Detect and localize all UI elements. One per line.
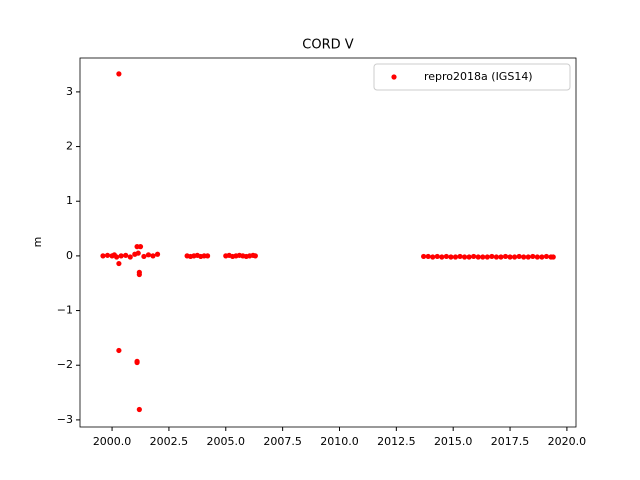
point <box>421 253 427 260</box>
point <box>439 254 445 260</box>
point <box>498 254 504 260</box>
point <box>511 254 518 260</box>
point <box>150 253 156 259</box>
point <box>252 253 258 259</box>
point <box>489 253 495 260</box>
point <box>145 252 152 258</box>
point <box>136 271 142 278</box>
point <box>137 244 144 250</box>
point <box>448 254 454 260</box>
point <box>516 253 522 260</box>
x-tick-label: 2005.0 <box>207 435 246 448</box>
point <box>493 254 500 260</box>
point <box>480 254 486 260</box>
legend-marker <box>391 74 397 80</box>
point <box>461 254 468 260</box>
point <box>543 253 550 260</box>
point <box>466 254 472 260</box>
x-tick-label: 2012.5 <box>377 435 416 448</box>
x-tick-label: 2015.0 <box>434 435 473 448</box>
point <box>430 254 436 260</box>
point <box>116 260 122 267</box>
point <box>123 252 129 258</box>
point <box>100 253 106 259</box>
point <box>116 71 122 77</box>
y-tick-label: −1 <box>57 304 73 317</box>
point <box>457 253 463 260</box>
point <box>136 406 142 413</box>
point <box>127 254 133 260</box>
point <box>135 250 141 256</box>
point <box>204 253 211 259</box>
point <box>425 253 431 260</box>
chart-title: CORD V <box>302 38 353 53</box>
x-tick-label: 2002.5 <box>150 435 189 448</box>
point <box>116 347 122 354</box>
plot-frame <box>79 57 577 428</box>
point <box>521 254 527 260</box>
point <box>134 359 140 366</box>
point <box>471 253 477 260</box>
point <box>507 254 513 260</box>
point <box>525 254 531 260</box>
point <box>141 253 147 260</box>
point <box>484 254 490 260</box>
point <box>443 253 449 260</box>
point <box>118 253 124 259</box>
point <box>114 254 120 260</box>
point <box>475 254 481 260</box>
point <box>502 253 509 260</box>
x-tick-label: 2017.5 <box>491 435 530 448</box>
y-tick-label: 2 <box>66 140 73 153</box>
point <box>550 254 556 260</box>
y-tick-label: −3 <box>57 413 73 426</box>
legend-label: repro2018a (IGS14) <box>424 70 533 83</box>
y-tick-label: 1 <box>66 194 73 207</box>
point <box>530 253 536 260</box>
point <box>434 253 440 260</box>
x-tick-label: 2000.0 <box>93 435 132 448</box>
legend-box <box>373 63 571 91</box>
x-tick-label: 2010.0 <box>320 435 359 448</box>
y-axis-label: m <box>31 237 44 248</box>
point <box>154 251 161 257</box>
y-tick-label: 0 <box>66 249 73 262</box>
y-tick-label: −2 <box>57 358 73 371</box>
x-tick-label: 2007.5 <box>263 435 302 448</box>
y-tick-label: 3 <box>66 85 73 98</box>
point <box>539 254 545 260</box>
point <box>452 254 459 260</box>
point <box>104 252 111 258</box>
point <box>534 254 540 260</box>
x-tick-label: 2020.0 <box>548 435 587 448</box>
